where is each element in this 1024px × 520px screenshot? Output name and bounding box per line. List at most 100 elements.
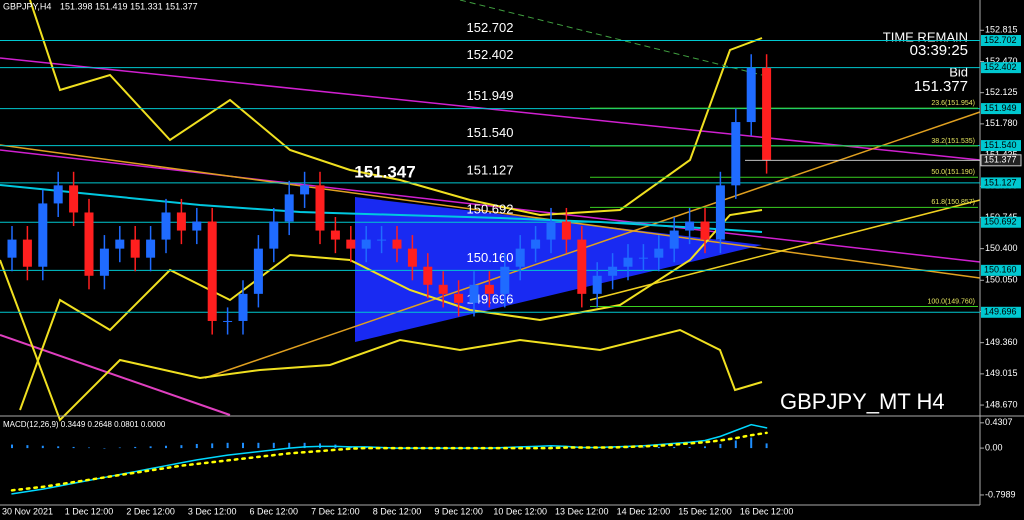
candle-body [623, 257, 633, 267]
trendline [0, 144, 981, 279]
x-tick-label: 2 Dec 12:00 [126, 506, 175, 516]
level-box-label: 149.696 [984, 307, 1017, 317]
macd-bar [673, 446, 676, 449]
candle-body [454, 293, 464, 303]
candle-body [192, 221, 202, 231]
macd-bar [149, 446, 152, 449]
chart-title: GBPJPY_MT H4 [780, 389, 945, 414]
macd-bar [211, 443, 214, 449]
x-tick-label: 3 Dec 12:00 [188, 506, 237, 516]
candle-body [361, 239, 371, 249]
level-box-label: 151.127 [984, 177, 1017, 187]
macd-bar [642, 447, 645, 449]
band-middle [19, 209, 763, 411]
trendline [0, 334, 231, 416]
candle-body [377, 239, 387, 241]
macd-bar [180, 445, 183, 449]
y-tick-label: 152.470 [985, 56, 1018, 66]
bid-box-label: 151.377 [984, 155, 1017, 165]
y-tick-label: 151.780 [985, 118, 1018, 128]
y-tick-label: 0.00 [985, 442, 1003, 452]
candle-body [115, 239, 125, 249]
macd-bar [72, 446, 75, 449]
candle-body [700, 221, 710, 240]
level-label: 151.540 [467, 125, 514, 140]
candle-body [69, 185, 79, 213]
level-box [981, 177, 1021, 189]
candle-body [346, 239, 356, 249]
level-box [981, 264, 1021, 276]
candle-body [223, 320, 233, 322]
candle-body [130, 239, 140, 258]
candle-body [330, 230, 340, 240]
candle-body [685, 221, 695, 231]
macd-bar [134, 446, 137, 449]
macd-bar [242, 442, 244, 449]
x-tick-label: 14 Dec 12:00 [617, 506, 671, 516]
y-tick-label: 148.670 [985, 399, 1018, 409]
candle-body [484, 284, 494, 294]
trendline [459, 0, 763, 76]
bid-label: Bid [949, 64, 968, 79]
annotation: 151.347 [354, 163, 415, 182]
macd-bar [88, 447, 90, 449]
macd-bar [288, 442, 291, 449]
candle-body [608, 266, 618, 276]
candle-body [500, 266, 510, 294]
level-label: 151.949 [467, 88, 514, 103]
candle-body [546, 221, 556, 240]
y-tick-label: 150.400 [985, 243, 1018, 253]
candle-body [515, 248, 525, 267]
y-tick-label: 0.4307 [985, 417, 1013, 427]
candle-body [238, 293, 248, 321]
candle-body [84, 212, 94, 276]
candle-body [746, 67, 756, 123]
level-box [981, 35, 1021, 47]
candle-body [392, 239, 402, 249]
x-tick-label: 7 Dec 12:00 [311, 506, 360, 516]
candle-body [669, 230, 679, 249]
candle-body [284, 194, 294, 222]
candle-body [469, 284, 479, 303]
macd-bar [765, 443, 768, 449]
macd-bar [103, 448, 106, 449]
y-tick-label: 149.360 [985, 337, 1018, 347]
macd-bar [41, 445, 44, 449]
level-label: 152.702 [467, 20, 514, 35]
level-box-label: 150.692 [984, 217, 1017, 227]
level-box [981, 140, 1021, 152]
macd-bar [26, 445, 29, 449]
candle-body [407, 248, 417, 267]
band-lower [0, 259, 763, 422]
ohlc: 151.398 151.419 151.331 151.377 [60, 1, 198, 11]
x-tick-label: 16 Dec 12:00 [740, 506, 794, 516]
macd-bar [165, 445, 167, 449]
candle-body [423, 266, 433, 285]
fib-label: 23.6(151.954) [931, 100, 975, 107]
candle-body [22, 239, 32, 267]
macd-bar [719, 443, 722, 449]
candle-body [315, 185, 325, 231]
candle-body [531, 239, 541, 249]
macd-bar [257, 442, 260, 449]
macd-bar [750, 437, 753, 449]
level-box-label: 150.160 [984, 265, 1017, 275]
fib-label: 50.0(151.190) [931, 169, 975, 176]
x-tick-label: 6 Dec 12:00 [250, 506, 299, 516]
candle-body [592, 275, 602, 294]
y-tick-label: 152.125 [985, 87, 1018, 97]
x-tick-label: 10 Dec 12:00 [493, 506, 547, 516]
x-tick-label: 8 Dec 12:00 [373, 506, 422, 516]
symbol: GBPJPY,H4 [3, 1, 51, 11]
candle-body [638, 257, 648, 259]
candle-body [207, 221, 217, 321]
y-tick-label: 149.015 [985, 368, 1018, 378]
macd-bar [303, 442, 306, 449]
macd-bar [627, 447, 629, 449]
candle-body [438, 284, 448, 294]
level-box-label: 151.949 [984, 103, 1017, 113]
trendline [204, 111, 981, 379]
bid-box [980, 154, 1022, 167]
